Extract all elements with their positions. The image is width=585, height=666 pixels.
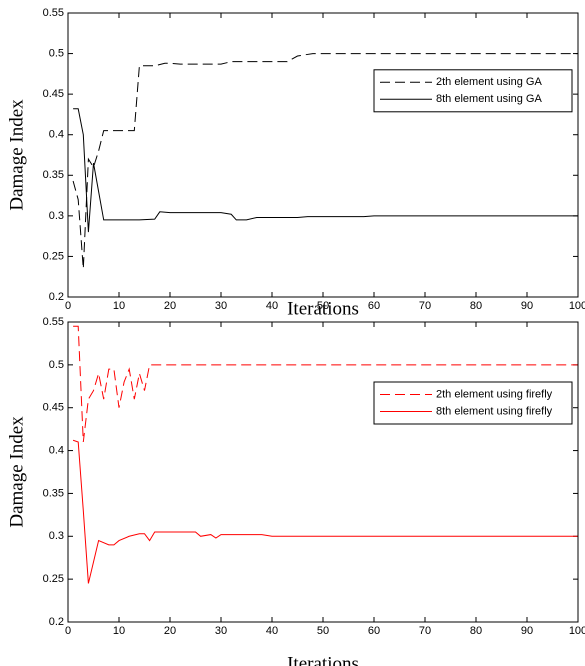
x-tick-label: 90 bbox=[521, 300, 533, 312]
y-axis-label: Damage Index bbox=[6, 99, 27, 211]
x-tick-label: 60 bbox=[368, 625, 380, 637]
y-tick-label: 0.35 bbox=[43, 169, 64, 181]
y-tick-label: 0.2 bbox=[49, 291, 64, 303]
y-tick-label: 0.35 bbox=[43, 487, 64, 499]
x-tick-label: 100 bbox=[569, 625, 585, 637]
legend-label: 8th element using GA bbox=[436, 93, 542, 105]
legend-frame bbox=[373, 381, 573, 425]
x-tick-label: 0 bbox=[65, 625, 71, 637]
x-axis-label: Iterations bbox=[287, 653, 359, 666]
series-line bbox=[73, 325, 578, 443]
x-tick-label: 80 bbox=[470, 625, 482, 637]
x-tick-label: 30 bbox=[215, 625, 227, 637]
x-tick-label: 90 bbox=[521, 625, 533, 637]
legend-frame bbox=[373, 69, 573, 113]
x-tick-label: 60 bbox=[368, 300, 380, 312]
axes-frame bbox=[67, 321, 579, 623]
x-tick-label: 30 bbox=[215, 300, 227, 312]
x-tick-label: 70 bbox=[419, 625, 431, 637]
x-tick-label: 100 bbox=[569, 300, 585, 312]
x-axis-label: Iterations bbox=[287, 298, 359, 319]
x-tick-label: 20 bbox=[164, 625, 176, 637]
y-tick-label: 0.3 bbox=[49, 210, 64, 222]
y-tick-label: 0.4 bbox=[49, 444, 64, 456]
y-axis-label: Damage Index bbox=[6, 416, 27, 528]
series-line bbox=[72, 439, 578, 584]
legend: 2th element using GA 8th element using GA bbox=[373, 69, 573, 113]
y-tick-label: 0.25 bbox=[43, 573, 64, 585]
y-tick-label: 0.55 bbox=[43, 7, 64, 19]
x-tick-label: 10 bbox=[113, 625, 125, 637]
x-tick-label: 20 bbox=[164, 300, 176, 312]
legend-label: 8th element using firefly bbox=[436, 405, 553, 417]
legend-label: 2th element using GA bbox=[436, 76, 542, 88]
y-tick-label: 0.25 bbox=[43, 250, 64, 262]
x-tick-label: 50 bbox=[317, 300, 329, 312]
x-tick-label: 40 bbox=[266, 625, 278, 637]
series-line bbox=[72, 53, 578, 269]
x-tick-label: 50 bbox=[317, 625, 329, 637]
y-tick-label: 0.3 bbox=[49, 530, 64, 542]
legend-label: 2th element using firefly bbox=[436, 388, 553, 400]
x-tick-label: 80 bbox=[470, 300, 482, 312]
y-tick-label: 0.2 bbox=[49, 616, 64, 628]
x-tick-label: 70 bbox=[419, 300, 431, 312]
y-tick-label: 0.45 bbox=[43, 88, 64, 100]
y-tick-label: 0.4 bbox=[49, 129, 64, 141]
axes-frame bbox=[67, 12, 579, 298]
y-tick-label: 0.55 bbox=[43, 316, 64, 328]
legend: 2th element using firefly 8th element usi… bbox=[373, 381, 573, 425]
x-tick-label: 40 bbox=[266, 300, 278, 312]
x-tick-label: 10 bbox=[113, 300, 125, 312]
series-line bbox=[73, 108, 578, 233]
x-tick-label: 0 bbox=[65, 300, 71, 312]
y-tick-label: 0.5 bbox=[49, 47, 64, 59]
y-tick-label: 0.5 bbox=[49, 359, 64, 371]
y-tick-label: 0.45 bbox=[43, 402, 64, 414]
